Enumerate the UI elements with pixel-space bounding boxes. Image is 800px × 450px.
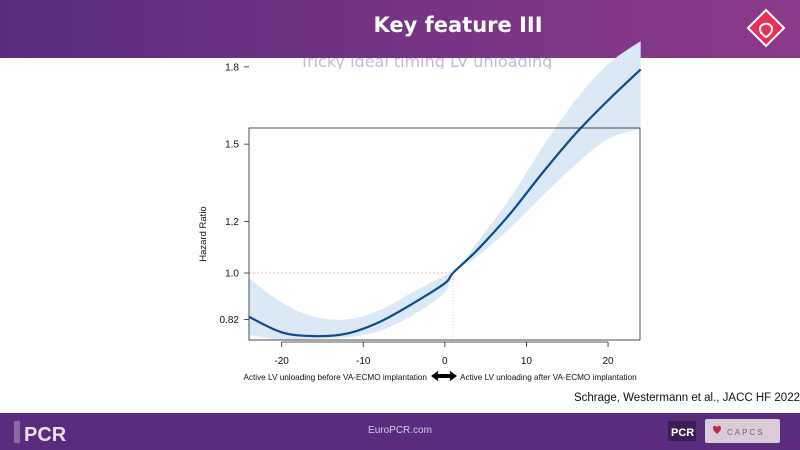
x-tick-label: -10 bbox=[356, 356, 371, 367]
footer-url: EuroPCR.com bbox=[368, 425, 432, 436]
annotation-right: Active LV unloading after VA-ECMO implan… bbox=[460, 373, 637, 382]
slide-header: Key feature III bbox=[0, 0, 800, 58]
y-tick-label: 1.8 bbox=[225, 62, 239, 73]
heart-badge-icon: CAPCS bbox=[713, 425, 765, 437]
partner-logo2-text: CAPCS bbox=[727, 428, 765, 437]
slide-footer: PCR EuroPCR.com PCR CAPCS bbox=[0, 413, 800, 450]
confidence-band bbox=[249, 41, 641, 341]
partner-logo: CAPCS bbox=[705, 419, 780, 443]
partner-logo-text: PCR bbox=[671, 427, 694, 439]
x-tick-label: 0 bbox=[442, 356, 448, 367]
x-tick-label: 20 bbox=[602, 356, 614, 367]
plot-frame bbox=[248, 127, 641, 341]
y-tick-label: 1.0 bbox=[225, 269, 239, 280]
footer-logo-text: PCR bbox=[24, 424, 67, 445]
y-tick-label: 1.2 bbox=[225, 217, 239, 228]
slide-subtitle: Tricky ideal timing LV unloading bbox=[299, 58, 553, 69]
annotation-left: Active LV unloading before VA-ECMO impla… bbox=[243, 373, 427, 382]
pcr-heart-logo-icon bbox=[746, 8, 786, 48]
subtitle-clip: Tricky ideal timing LV unloading bbox=[0, 58, 800, 69]
double-arrow-icon bbox=[431, 371, 457, 381]
y-tick-label: 1.5 bbox=[225, 140, 239, 151]
slide-title: Key feature III bbox=[373, 13, 543, 37]
x-tick-label: -20 bbox=[274, 356, 289, 367]
europcr-logo-icon: PCR bbox=[14, 421, 67, 445]
y-tick-label: 0.82 bbox=[220, 315, 240, 326]
hazard-ratio-line bbox=[248, 68, 642, 338]
y-axis-label: Hazard Ratio bbox=[198, 206, 209, 261]
x-tick-label: 10 bbox=[521, 356, 533, 367]
citation: Schrage, Westermann et al., JACC HF 2022 bbox=[573, 392, 800, 404]
pcr-small-logo-icon: PCR bbox=[668, 421, 696, 441]
